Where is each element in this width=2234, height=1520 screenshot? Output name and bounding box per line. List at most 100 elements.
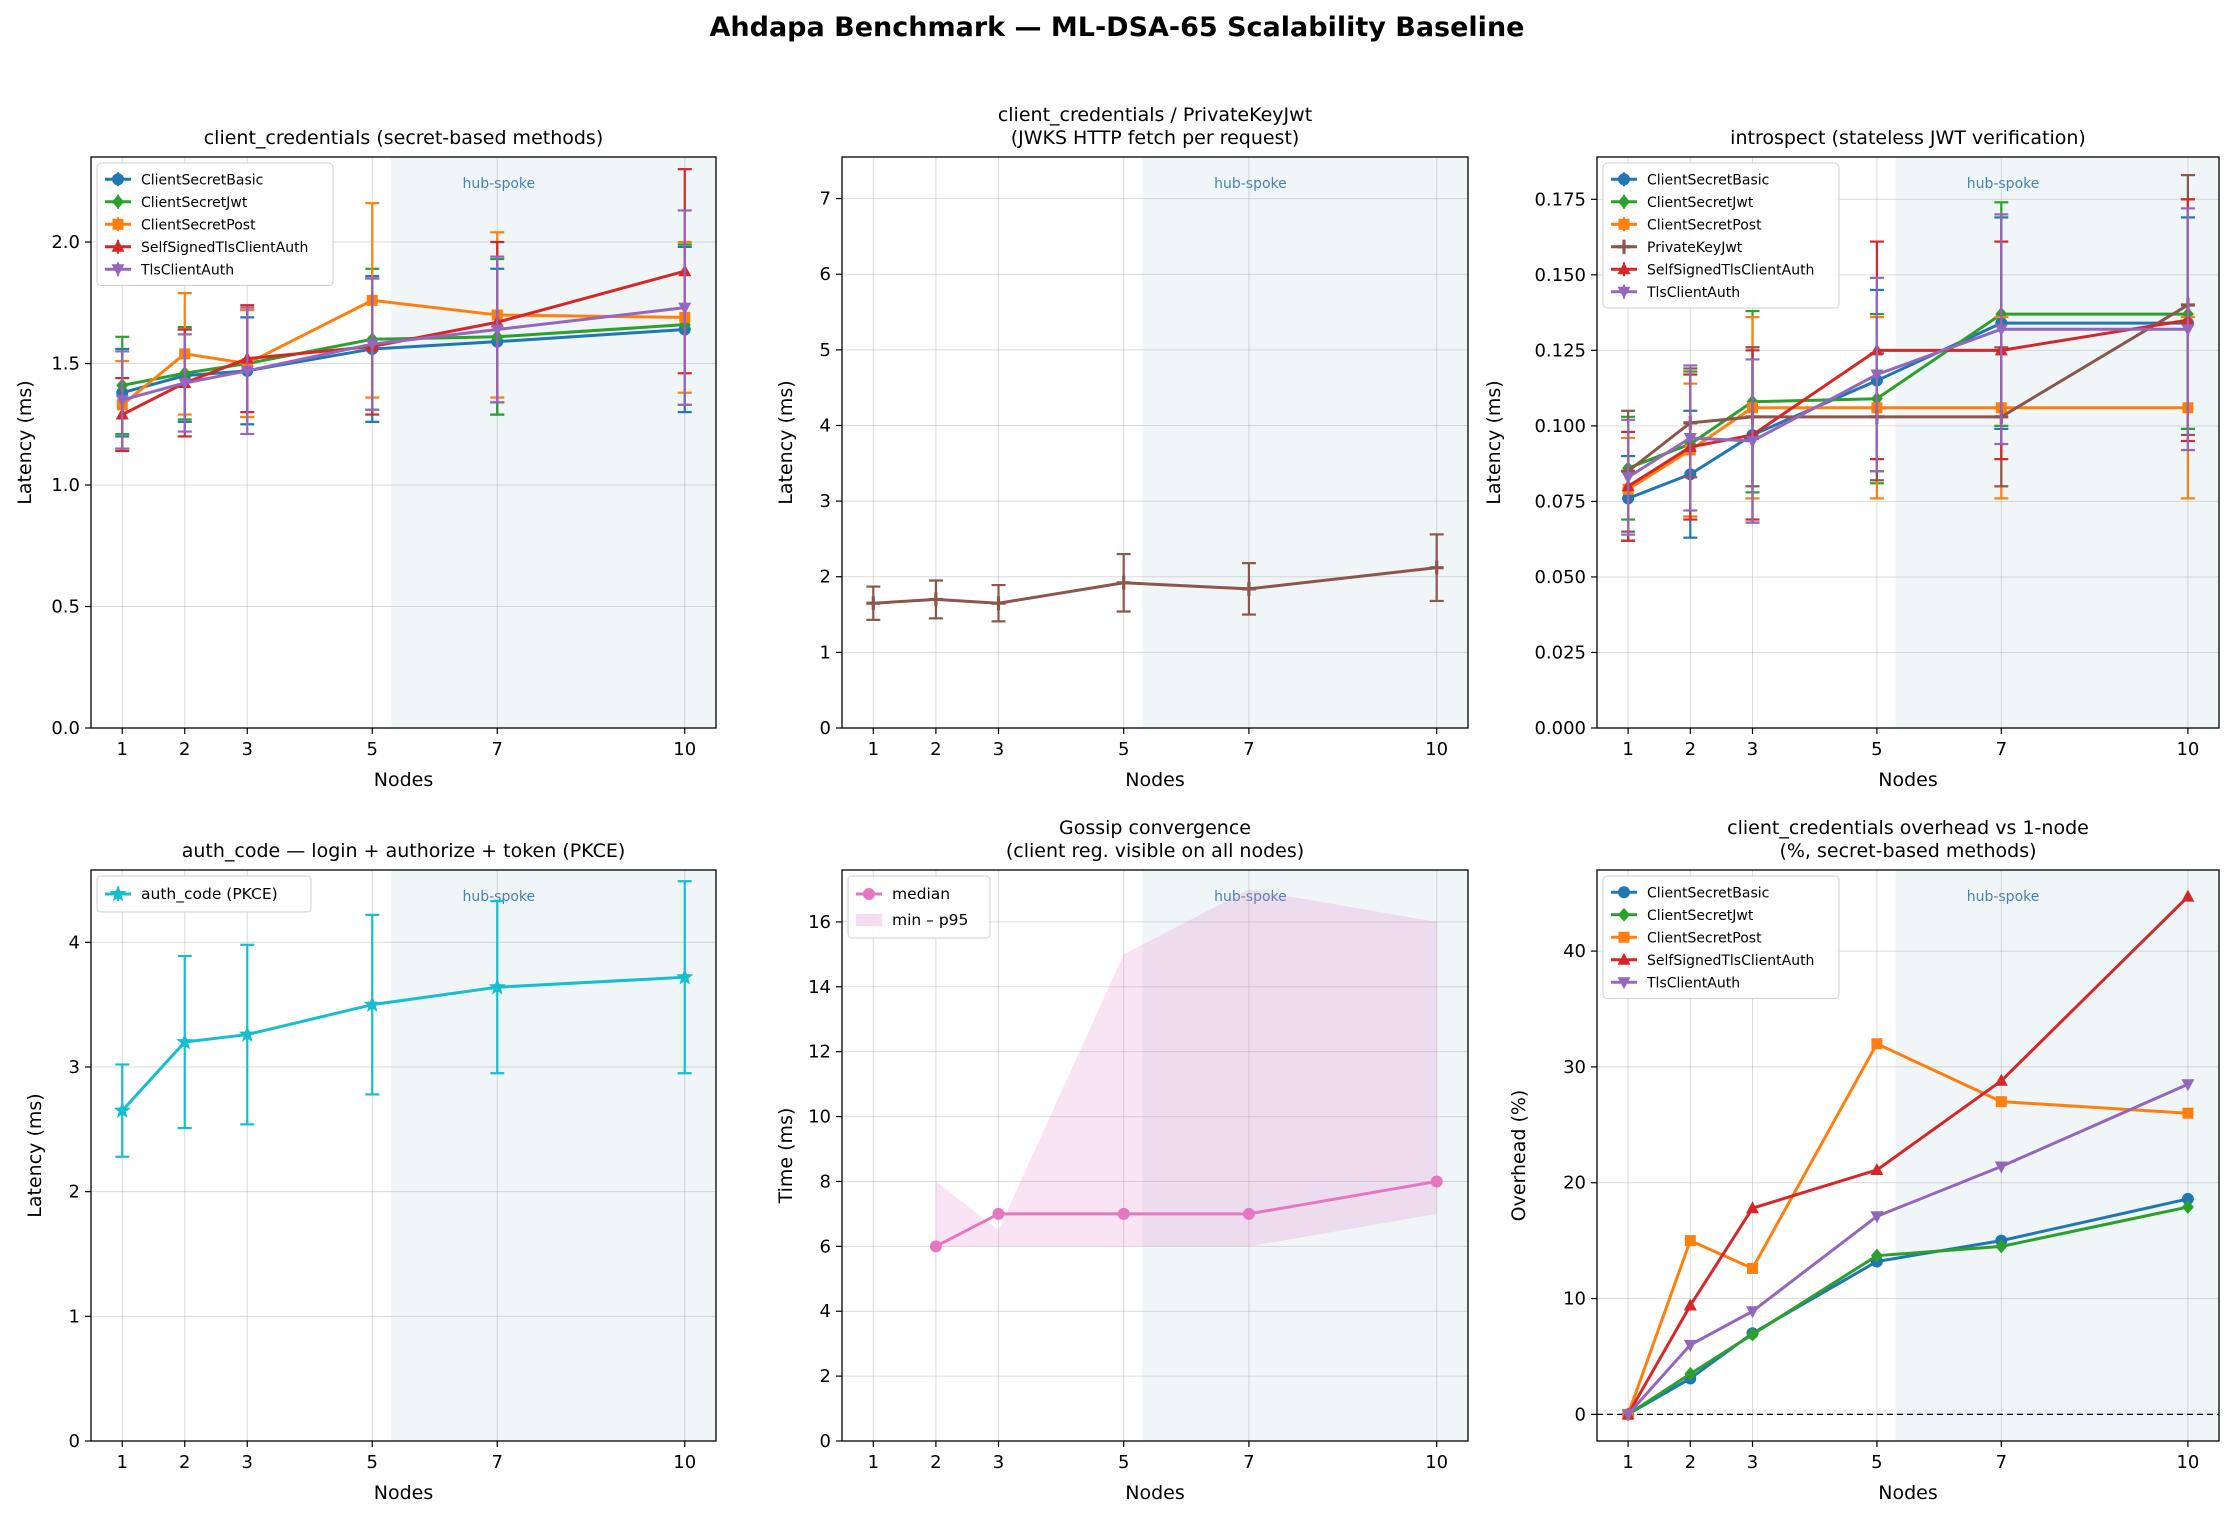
data-point [176,1033,194,1050]
x-tick-label: 5 [367,1452,378,1473]
data-point [1683,432,1697,445]
hub-spoke-region [1142,870,1468,1441]
x-tick-label: 2 [179,739,190,760]
x-tick-label: 3 [242,739,253,760]
x-tick-label: 1 [868,1452,879,1473]
chart-title-line: auth_code — login + authorize + token (P… [182,840,626,862]
hub-spoke-region [391,157,716,728]
legend-entry: TlsClientAuth [1646,285,1740,301]
legend-entry: ClientSecretPost [141,217,256,233]
y-tick-label: 0.150 [1534,265,1586,286]
hub-spoke-label: hub-spoke [1214,176,1287,192]
y-tick-label: 10 [1563,1289,1586,1310]
chart-title: client_credentials (secret-based methods… [204,127,604,149]
y-tick-label: 0 [820,1431,831,1452]
data-point [1870,1162,1884,1175]
x-tick-label: 2 [1685,1452,1696,1473]
y-tick-label: 40 [1563,941,1586,962]
data-point [2181,1079,2195,1092]
data-point [1746,435,1759,448]
legend-entry: SelfSignedTlsClientAuth [141,240,308,256]
x-tick-label: 10 [1425,1452,1448,1473]
chart-panel-2: hub-spoke 1 2 3 5 7 10 0 1 2 3 4 5 6 7 client_credentia… [775,104,1469,791]
x-tick-label: 3 [993,739,1004,760]
legend-marker [112,194,124,209]
y-axis-label: Time (ms) [775,1108,797,1205]
series-line [1627,318,2189,488]
data-point [1871,1038,1883,1050]
y-axis-label: Latency (ms) [775,380,797,504]
hub-spoke-label: hub-spoke [463,176,536,192]
data-point [365,339,379,352]
data-point [2181,324,2195,337]
data-point [2181,1200,2194,1215]
y-tick-label: 5 [820,340,831,361]
data-point [1994,1161,2008,1174]
data-point [1870,1211,1884,1224]
series-line [1626,1082,2189,1416]
x-tick-label: 1 [1622,739,1633,760]
y-tick-label: 14 [808,977,831,998]
hub-spoke-region [1142,157,1468,728]
y-tick-label: 0.100 [1534,416,1586,437]
x-tick-label: 2 [930,739,941,760]
series-line [121,975,685,1112]
legend-marker [1617,952,1631,965]
x-tick-label: 10 [673,739,696,760]
x-axis-label: Nodes [1878,1482,1938,1504]
x-tick-label: 10 [1425,739,1448,760]
chart-title: client_credentials / PrivateKeyJwt (JWKS … [998,104,1312,149]
legend-swatch [855,913,883,927]
legend-entry: ClientSecretPost [1647,217,1762,233]
legend-entry: ClientSecretJwt [141,195,248,211]
chart-title-line: client_credentials overhead vs 1-node [1727,817,2089,839]
legend-marker [1617,239,1631,254]
data-point [1870,369,1884,382]
data-point [1684,1235,1696,1247]
hub-spoke-label: hub-spoke [1967,889,2040,905]
x-axis-label: Nodes [374,1482,434,1504]
legend-entry: ClientSecretJwt [1647,908,1754,924]
data-point [178,377,192,390]
chart-title: auth_code — login + authorize + token (P… [182,840,626,862]
legend-marker [1618,886,1630,899]
data-point [1870,1248,1883,1263]
data-point [240,365,254,378]
series-line [121,306,685,402]
y-tick-label: 1 [69,1306,80,1327]
data-point [1621,472,1635,485]
legend-entry: min – p95 [892,911,968,929]
y-tick-label: 1.5 [51,354,80,375]
data-point [1746,1201,1759,1214]
x-tick-label: 7 [492,1452,503,1473]
x-tick-label: 10 [2176,1452,2199,1473]
legend-marker [1618,218,1630,230]
x-tick-label: 2 [1685,739,1696,760]
data-point [1429,560,1444,575]
legend-marker [1617,286,1631,299]
data-point [1995,1239,2008,1254]
chart-panel-4: hub-spoke 1 2 3 5 7 10 0 1 2 3 4 auth_code — login +… [24,840,717,1504]
series-privatekeyjwt [866,533,1444,623]
data-point [1241,581,1256,596]
y-tick-label: 16 [808,912,831,933]
data-point [866,596,881,611]
chart-title-line: (JWKS HTTP fetch per request) [1011,127,1300,149]
y-axis-label: Latency (ms) [14,380,36,504]
legend-entry: TlsClientAuth [1646,975,1740,991]
legend-entry: ClientSecretJwt [1647,195,1754,211]
plot-frame [1596,869,2220,1442]
data-point [1746,1327,1759,1342]
y-tick-label: 3 [820,491,831,512]
y-tick-label: 0.075 [1534,491,1586,512]
x-tick-label: 2 [930,1452,941,1473]
hub-spoke-region [1895,870,2219,1441]
x-tick-label: 5 [1118,1452,1129,1473]
x-tick-label: 3 [1747,739,1758,760]
data-point [2181,889,2195,902]
x-tick-label: 3 [1747,1452,1758,1473]
series-line [121,269,686,416]
chart-panel-1: hub-spoke 1 2 3 5 7 10 0.0 0.5 1.0 1.5 2.0 client_cr… [14,127,717,791]
legend: auth_code (PKCE) [96,875,312,913]
